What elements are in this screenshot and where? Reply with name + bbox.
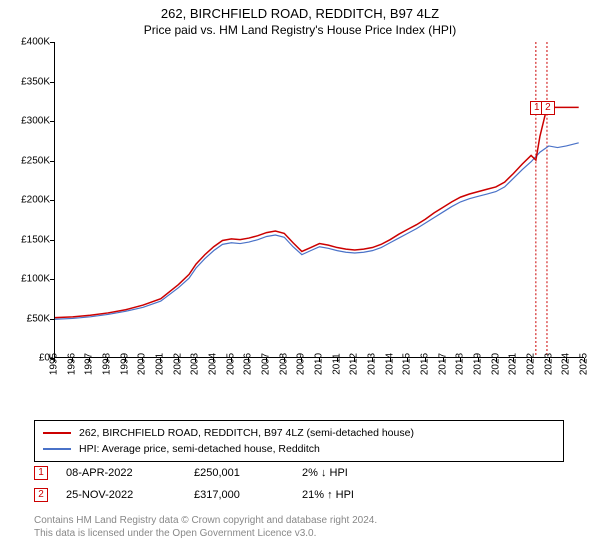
x-tick-label: 1997 <box>84 353 95 375</box>
series-price_paid <box>55 107 579 317</box>
x-tick-label: 2003 <box>190 353 201 375</box>
y-tick-label: £200K <box>6 195 50 206</box>
chart-lines-svg <box>55 42 584 357</box>
x-tick-label: 2005 <box>225 353 236 375</box>
plot-area: 12 <box>54 42 584 358</box>
transaction-price: £250,001 <box>194 467 284 479</box>
x-tick-label: 2007 <box>261 353 272 375</box>
legend-item: HPI: Average price, semi-detached house,… <box>43 441 555 457</box>
x-tick-label: 2008 <box>278 353 289 375</box>
x-tick-label: 2010 <box>314 353 325 375</box>
x-tick-label: 2016 <box>420 353 431 375</box>
legend-item: 262, BIRCHFIELD ROAD, REDDITCH, B97 4LZ … <box>43 425 555 441</box>
x-tick-label: 2020 <box>490 353 501 375</box>
chart-title: 262, BIRCHFIELD ROAD, REDDITCH, B97 4LZ <box>0 0 600 21</box>
y-tick-label: £250K <box>6 155 50 166</box>
x-tick-label: 2012 <box>349 353 360 375</box>
data-rows: 1 08-APR-2022 £250,001 2% ↓ HPI 2 25-NOV-2022… <box>34 462 564 506</box>
x-tick-label: 2024 <box>561 353 572 375</box>
x-tick-label: 2004 <box>208 353 219 375</box>
x-tick-label: 1998 <box>102 353 113 375</box>
y-tick-label: £150K <box>6 234 50 245</box>
x-tick-label: 2006 <box>243 353 254 375</box>
x-tick-label: 2009 <box>296 353 307 375</box>
y-tick-label: £300K <box>6 116 50 127</box>
transaction-row: 1 08-APR-2022 £250,001 2% ↓ HPI <box>34 462 564 484</box>
chart-subtitle: Price paid vs. HM Land Registry's House … <box>0 21 600 41</box>
x-tick-label: 2021 <box>508 353 519 375</box>
x-tick-label: 2011 <box>331 353 342 375</box>
legend: 262, BIRCHFIELD ROAD, REDDITCH, B97 4LZ … <box>34 420 564 462</box>
x-tick-label: 1995 <box>49 353 60 375</box>
footer-line1: Contains HM Land Registry data © Crown c… <box>34 514 564 527</box>
x-tick-label: 2025 <box>579 353 590 375</box>
transaction-row: 2 25-NOV-2022 £317,000 21% ↑ HPI <box>34 484 564 506</box>
x-tick-label: 2019 <box>473 353 484 375</box>
y-tick-label: £350K <box>6 76 50 87</box>
x-tick-label: 1999 <box>119 353 130 375</box>
y-tick-label: £0 <box>6 353 50 364</box>
x-tick-label: 2014 <box>384 353 395 375</box>
price-marker: 2 <box>541 101 555 115</box>
x-tick-label: 2015 <box>402 353 413 375</box>
transaction-price: £317,000 <box>194 489 284 501</box>
y-tick-label: £100K <box>6 274 50 285</box>
legend-swatch <box>43 448 71 450</box>
x-tick-label: 2000 <box>137 353 148 375</box>
legend-label: HPI: Average price, semi-detached house,… <box>79 443 320 455</box>
x-tick-label: 1996 <box>66 353 77 375</box>
x-tick-label: 2013 <box>367 353 378 375</box>
legend-label: 262, BIRCHFIELD ROAD, REDDITCH, B97 4LZ … <box>79 427 414 439</box>
y-tick-label: £400K <box>6 37 50 48</box>
series-hpi <box>55 143 579 319</box>
transaction-marker: 1 <box>34 466 48 480</box>
chart-container: 12 £0£50K£100K£150K£200K£250K£300K£350K£… <box>6 42 594 404</box>
transaction-date: 25-NOV-2022 <box>66 489 176 501</box>
transaction-date: 08-APR-2022 <box>66 467 176 479</box>
x-tick-label: 2022 <box>526 353 537 375</box>
x-tick-label: 2023 <box>543 353 554 375</box>
transaction-pct: 21% ↑ HPI <box>302 489 432 501</box>
x-tick-label: 2018 <box>455 353 466 375</box>
x-tick-label: 2002 <box>172 353 183 375</box>
footer-line2: This data is licensed under the Open Gov… <box>34 527 564 540</box>
x-tick-label: 2001 <box>155 353 166 375</box>
transaction-marker: 2 <box>34 488 48 502</box>
legend-swatch <box>43 432 71 434</box>
x-tick-label: 2017 <box>437 353 448 375</box>
transaction-pct: 2% ↓ HPI <box>302 467 432 479</box>
y-tick-label: £50K <box>6 313 50 324</box>
footer-attribution: Contains HM Land Registry data © Crown c… <box>34 514 564 540</box>
